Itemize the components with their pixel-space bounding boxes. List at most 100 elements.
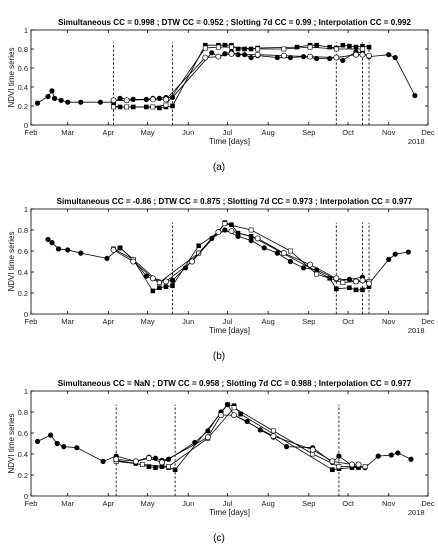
x-tick-label: Jul: [223, 499, 233, 508]
y-tick-label: 0.6: [18, 64, 28, 73]
series-line: [113, 46, 363, 108]
data-point: [228, 50, 235, 57]
data-point: [309, 446, 316, 453]
data-point: [231, 405, 237, 411]
data-point: [408, 456, 414, 462]
data-point: [74, 445, 80, 451]
data-point: [388, 452, 394, 458]
data-point: [248, 54, 254, 61]
x-tick-label: Jun: [182, 317, 194, 326]
data-point: [209, 50, 215, 56]
x-tick-label: Mar: [61, 499, 74, 508]
data-point: [104, 255, 110, 261]
data-point: [58, 97, 64, 103]
data-point: [336, 453, 342, 459]
data-point: [143, 273, 149, 279]
data-point: [113, 456, 120, 463]
data-point: [97, 99, 104, 105]
x-tick-label: May: [141, 499, 155, 508]
data-point: [130, 258, 137, 265]
data-point: [366, 280, 372, 287]
series: [45, 227, 411, 287]
data-point: [149, 275, 156, 282]
data-point: [248, 237, 254, 244]
x-tick-label: Dec: [421, 128, 435, 137]
y-tick-label: 0.8: [18, 226, 28, 235]
data-point: [280, 250, 287, 257]
series-line: [116, 404, 359, 471]
y-axis-label: NDVI time series: [7, 413, 16, 473]
chart-title: Simultaneous CC = -0.86 ; DTW CC = 0.875…: [57, 197, 413, 206]
data-point: [222, 42, 228, 48]
data-point: [360, 46, 365, 52]
data-point: [132, 458, 139, 465]
data-point: [130, 96, 136, 102]
data-point: [340, 280, 346, 285]
series: [117, 220, 372, 294]
y-tick-label: 1: [24, 387, 28, 396]
data-point: [340, 42, 346, 48]
data-point: [349, 461, 355, 468]
y-tick-label: 0: [24, 492, 28, 501]
data-point: [150, 288, 156, 294]
x-tick-label: Mar: [61, 317, 74, 326]
data-point: [222, 221, 228, 227]
data-point: [356, 465, 361, 470]
data-point: [333, 46, 339, 52]
data-point: [139, 462, 145, 467]
x-tick-label: Oct: [342, 317, 355, 326]
series: [34, 49, 418, 106]
data-point: [169, 277, 176, 283]
series-line: [113, 223, 370, 284]
chart-title: Simultaneous CC = NaN ; DTW CC = 0.958 ;…: [58, 379, 412, 388]
data-point: [336, 464, 342, 469]
panel-label: (b): [213, 351, 225, 362]
data-point: [45, 93, 51, 100]
data-point: [347, 285, 352, 291]
data-point: [307, 44, 313, 50]
data-point: [110, 97, 117, 104]
data-point: [157, 105, 162, 111]
series-line: [37, 51, 416, 104]
panel-label: (c): [213, 533, 225, 544]
data-point: [349, 465, 355, 470]
data-point: [78, 99, 84, 105]
data-point: [100, 458, 106, 464]
y-axis-label: NDVI time series: [7, 231, 16, 291]
x-tick-label: Aug: [261, 128, 274, 137]
data-point: [347, 43, 352, 49]
data-point: [150, 104, 156, 110]
data-point: [172, 467, 178, 473]
data-point: [51, 95, 58, 101]
series: [111, 221, 372, 285]
data-point: [254, 51, 261, 58]
data-point: [254, 235, 261, 242]
y-tick-label: 1: [24, 26, 28, 35]
plot-frame: [30, 29, 429, 126]
data-point: [166, 464, 171, 469]
data-point: [386, 52, 392, 58]
x-tick-label: Jun: [182, 499, 194, 508]
panel-label: (a): [213, 162, 225, 173]
x-tick-label: Jul: [223, 317, 233, 326]
data-point: [329, 458, 336, 465]
data-point: [340, 57, 346, 64]
data-point: [352, 278, 359, 285]
data-point: [159, 459, 165, 466]
y-tick-label: 0: [24, 121, 28, 130]
data-point: [327, 55, 333, 62]
series-line: [47, 229, 409, 285]
y-tick-label: 0.8: [18, 408, 28, 417]
data-point: [346, 276, 352, 282]
data-point: [366, 284, 372, 289]
data-point: [215, 53, 222, 60]
data-point: [255, 46, 261, 52]
series: [110, 50, 372, 104]
data-point: [163, 96, 169, 103]
x-tick-label: Nov: [382, 317, 396, 326]
x-tick-label: Oct: [342, 499, 355, 508]
data-point: [314, 42, 319, 48]
x-tick-label: Aug: [261, 499, 274, 508]
year-label: 2018: [408, 137, 425, 146]
data-point: [204, 434, 211, 441]
